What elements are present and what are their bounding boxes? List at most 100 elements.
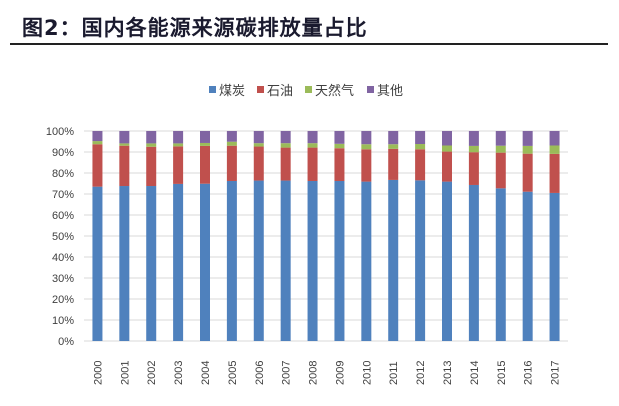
- x-tick-label: 2016: [523, 361, 535, 385]
- bar-segment-煤炭-2012: [415, 180, 426, 341]
- bar-segment-石油-2013: [442, 151, 452, 182]
- bar-segment-石油-2014: [468, 152, 479, 185]
- bar-segment-煤炭-2003: [173, 183, 184, 341]
- bar-segment-煤炭-2000: [92, 186, 103, 341]
- bar-segment-天然气-2015: [495, 145, 506, 153]
- bar-segment-煤炭-2011: [388, 179, 399, 341]
- bar-segment-天然气-2006: [253, 143, 264, 147]
- bar-segment-石油-2000: [92, 144, 103, 187]
- page-title: 图2：国内各能源来源碳排放量占比: [22, 16, 368, 40]
- bar-segment-天然气-2001: [119, 143, 130, 146]
- x-tick-label: 2010: [361, 361, 373, 385]
- bar-segment-其他-2007: [280, 131, 291, 144]
- x-tick-label: 2007: [281, 361, 293, 385]
- bar-segment-石油-2015: [495, 152, 506, 189]
- legend-label: 煤炭: [219, 84, 245, 99]
- y-tick-label: 40%: [52, 252, 74, 264]
- bar-segment-天然气-2017: [549, 145, 560, 154]
- bar-segment-石油-2008: [307, 147, 318, 181]
- x-tick-label: 2003: [173, 361, 185, 385]
- bar-segment-石油-2002: [146, 146, 157, 187]
- y-tick-label: 70%: [52, 189, 74, 201]
- bar-segment-煤炭-2013: [442, 181, 452, 341]
- bar-segment-石油-2005: [226, 145, 237, 181]
- bar-segment-煤炭-2014: [468, 184, 479, 341]
- bar-segment-石油-2009: [334, 148, 345, 181]
- bar-segment-其他-2015: [495, 131, 506, 146]
- bar-segment-其他-2006: [253, 131, 264, 144]
- bar-segment-其他-2016: [522, 131, 533, 146]
- bar-segment-其他-2001: [119, 131, 130, 144]
- bar-segment-煤炭-2001: [119, 186, 130, 341]
- bar-segment-石油-2011: [388, 148, 399, 180]
- x-tick-label: 2002: [146, 361, 158, 385]
- bar-segment-煤炭-2009: [334, 180, 345, 341]
- x-tick-label: 2006: [254, 361, 266, 385]
- y-tick-label: 80%: [52, 168, 74, 180]
- x-tick-label: 2000: [92, 361, 104, 385]
- bar-segment-天然气-2000: [92, 141, 103, 145]
- title-divider: [10, 43, 608, 45]
- bar-segment-石油-2003: [173, 146, 184, 184]
- bar-segment-天然气-2014: [468, 145, 479, 153]
- y-tick-label: 0%: [58, 336, 74, 348]
- bar-segment-其他-2004: [200, 131, 210, 143]
- bar-segment-其他-2000: [92, 131, 103, 142]
- bar-segment-天然气-2012: [415, 144, 426, 150]
- bar-segment-天然气-2007: [280, 143, 291, 148]
- y-tick-label: 100%: [46, 126, 74, 138]
- bar-segment-石油-2006: [253, 146, 264, 181]
- bar-segment-石油-2016: [522, 153, 533, 192]
- bar-segment-其他-2012: [415, 131, 426, 145]
- bar-segment-天然气-2011: [388, 144, 399, 149]
- bar-segment-天然气-2013: [442, 145, 452, 152]
- bar-segment-其他-2013: [442, 131, 452, 146]
- legend-label: 石油: [267, 84, 293, 99]
- bar-segment-煤炭-2006: [253, 180, 264, 341]
- x-tick-label: 2009: [334, 361, 346, 385]
- x-tick-label: 2011: [388, 361, 400, 385]
- bar-segment-其他-2003: [173, 131, 184, 144]
- x-tick-label: 2005: [227, 361, 239, 385]
- bar-segment-煤炭-2005: [226, 180, 237, 341]
- bar-segment-其他-2005: [226, 131, 237, 142]
- legend-swatch-煤炭: [209, 86, 216, 93]
- bar-segment-天然气-2002: [146, 143, 157, 147]
- y-tick-label: 30%: [52, 273, 74, 285]
- bar-segment-天然气-2005: [226, 141, 237, 146]
- bar-segment-天然气-2009: [334, 143, 345, 149]
- bar-segment-其他-2011: [388, 131, 399, 145]
- legend-label: 天然气: [315, 83, 354, 99]
- bar-segment-煤炭-2004: [200, 183, 210, 341]
- x-tick-label: 2001: [119, 361, 131, 385]
- x-tick-label: 2017: [550, 361, 562, 385]
- bar-segment-天然气-2010: [361, 144, 372, 150]
- bar-segment-煤炭-2007: [280, 180, 291, 341]
- y-tick-label: 10%: [52, 315, 74, 327]
- bar-segment-其他-2010: [361, 131, 372, 145]
- legend-swatch-石油: [257, 86, 264, 93]
- y-tick-label: 90%: [52, 147, 74, 159]
- bar-segment-其他-2017: [549, 131, 560, 146]
- bar-segment-其他-2014: [468, 131, 479, 146]
- bar-segment-煤炭-2002: [146, 186, 157, 341]
- y-tick-label: 50%: [52, 231, 74, 243]
- bar-segment-石油-2004: [200, 145, 210, 184]
- bar-segment-其他-2008: [307, 131, 318, 144]
- bar-segment-其他-2002: [146, 131, 157, 144]
- x-tick-label: 2004: [200, 361, 212, 385]
- bar-segment-石油-2010: [361, 149, 372, 182]
- bar-segment-煤炭-2017: [549, 192, 560, 341]
- x-tick-label: 2012: [415, 361, 427, 385]
- bar-segment-石油-2012: [415, 149, 426, 181]
- x-tick-label: 2013: [442, 361, 454, 385]
- bar-segment-天然气-2008: [307, 143, 318, 148]
- bar-segment-天然气-2004: [200, 142, 210, 146]
- y-tick-label: 20%: [52, 294, 74, 306]
- bar-segment-天然气-2016: [522, 145, 533, 154]
- legend-swatch-其他: [367, 86, 374, 93]
- bar-segment-煤炭-2016: [522, 191, 533, 341]
- x-tick-label: 2008: [308, 361, 320, 385]
- bar-segment-天然气-2003: [173, 143, 184, 147]
